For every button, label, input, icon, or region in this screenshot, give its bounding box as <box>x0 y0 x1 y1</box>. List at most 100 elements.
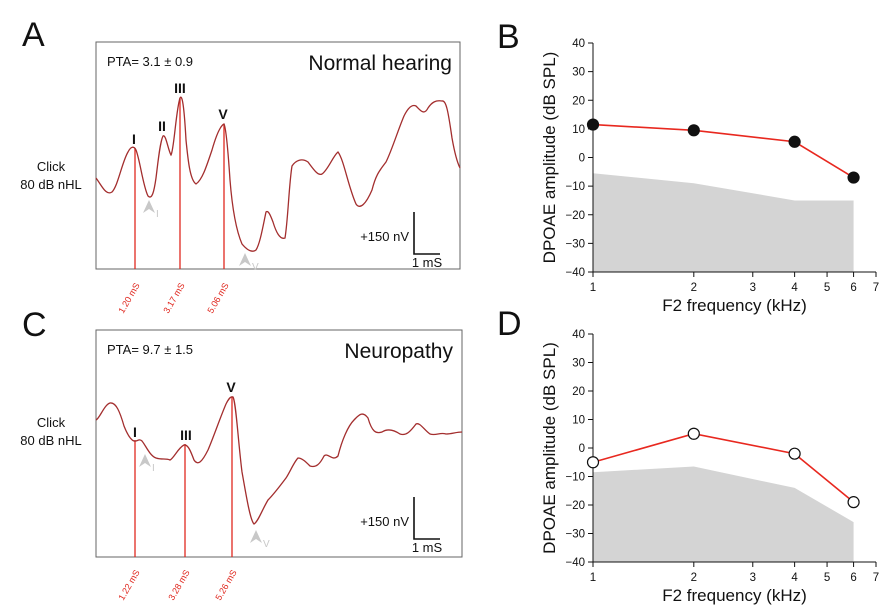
arrow-sub-c-v: V <box>263 539 270 550</box>
x-axis-label-b: F2 frequency (kHz) <box>662 296 807 315</box>
x-tick-label-b-6: 7 <box>873 282 879 294</box>
x-tick-label-d-3: 4 <box>791 572 798 584</box>
y-tick-label-d-6: 20 <box>572 386 585 398</box>
scale-time-a: 1 mS <box>412 255 443 270</box>
x-tick-label-d-6: 7 <box>873 572 879 584</box>
stim-c-line2: 80 dB nHL <box>20 433 81 448</box>
latency-label-c-0: 1.22 mS <box>116 568 141 602</box>
pta-a: PTA= 3.1 ± 0.9 <box>107 54 193 69</box>
panel-a: A PTA= 3.1 ± 0.9 Normal hearing Click 80… <box>20 16 461 315</box>
scale-time-c: 1 mS <box>412 540 443 555</box>
arrowhead-a-v-icon <box>239 253 251 266</box>
arrowhead-c-v-icon <box>250 530 262 543</box>
y-tick-label-d-1: −30 <box>565 529 585 541</box>
y-tick-label-b-3: −10 <box>565 181 585 193</box>
latency-label-a-0: 1.20 mS <box>116 281 141 315</box>
latency-label-a-2: 5.06 mS <box>205 281 230 315</box>
arrow-sub-a-v: V <box>252 262 259 273</box>
abr-trace-a <box>95 96 461 252</box>
noise-floor-d <box>593 466 854 562</box>
x-tick-label-b-3: 4 <box>791 282 798 294</box>
x-tick-label-d-4: 5 <box>824 572 830 584</box>
peak-label-a-2: III <box>174 80 186 96</box>
arrowhead-a-i-icon <box>143 200 155 213</box>
x-tick-label-b-1: 2 <box>691 282 697 294</box>
panel-c: C PTA= 9.7 ± 1.5 Neuropathy Click 80 dB … <box>20 306 463 602</box>
x-tick-label-d-2: 3 <box>750 572 756 584</box>
data-point-d-3 <box>847 496 860 509</box>
arrowhead-c-i: I <box>139 454 155 474</box>
panel-d: D −40 −30 −20 −10 0 10 20 30 40 1 2 3 4 5 6 7 F2 frequen… <box>497 305 879 605</box>
arrow-sub-c-i: I <box>152 463 155 474</box>
y-tick-label-b-8: 40 <box>572 38 585 50</box>
y-tick-label-d-0: −40 <box>565 557 585 569</box>
latency-label-c-1: 3.28 mS <box>166 568 191 602</box>
x-tick-label-b-4: 5 <box>824 282 830 294</box>
y-tick-label-d-8: 40 <box>572 329 585 341</box>
y-axis-label-d: DPOAE amplitude (dB SPL) <box>540 342 559 554</box>
y-tick-label-b-4: 0 <box>579 153 585 165</box>
x-tick-label-d-1: 2 <box>691 572 697 584</box>
chart-d: −40 −30 −20 −10 0 10 20 30 40 1 2 3 4 5 6 7 F2 frequency… <box>540 329 879 605</box>
peak-label-a-0: I <box>132 131 136 147</box>
panel-b: B −40 −30 −20 −10 0 10 20 30 40 1 2 3 4 5 6 7 F2 frequen… <box>497 18 879 315</box>
data-point-b-3 <box>847 171 860 184</box>
x-tick-label-d-0: 1 <box>590 572 596 584</box>
chart-b: −40 −30 −20 −10 0 10 20 30 40 1 2 3 4 5 6 7 F2 frequency… <box>540 38 879 315</box>
y-tick-label-d-2: −20 <box>565 500 585 512</box>
data-point-d-2 <box>788 447 801 460</box>
peak-label-c-1: III <box>180 427 192 443</box>
abr-frame-a <box>95 41 461 270</box>
panel-letter-b: B <box>497 18 520 56</box>
pta-c: PTA= 9.7 ± 1.5 <box>107 342 193 357</box>
panel-letter-a: A <box>22 16 45 54</box>
panel-letter-d: D <box>497 305 522 343</box>
title-c: Neuropathy <box>344 340 453 363</box>
peak-label-c-0: I <box>133 424 137 440</box>
y-tick-label-d-4: 0 <box>579 443 585 455</box>
y-tick-label-b-0: −40 <box>565 267 585 279</box>
data-point-b-0 <box>586 118 600 131</box>
arrowhead-a-v: V <box>239 253 259 273</box>
y-tick-label-b-1: −30 <box>565 238 585 250</box>
arrowhead-c-v: V <box>250 530 270 550</box>
scale-bar-c <box>413 497 440 540</box>
x-tick-label-b-0: 1 <box>590 282 596 294</box>
data-point-d-1 <box>687 427 700 440</box>
x-axis-label-d: F2 frequency (kHz) <box>662 586 807 605</box>
y-tick-label-b-7: 30 <box>572 67 585 79</box>
data-point-b-2 <box>788 135 801 148</box>
y-tick-label-d-3: −10 <box>565 472 585 484</box>
abr-trace-c <box>95 396 463 525</box>
peak-label-a-3: V <box>218 106 228 122</box>
title-a: Normal hearing <box>308 52 452 75</box>
arrow-sub-a-i: I <box>156 209 159 220</box>
scale-amp-a: +150 nV <box>360 229 409 244</box>
stim-a-line2: 80 dB nHL <box>20 177 81 192</box>
peak-label-c-2: V <box>226 379 236 395</box>
arrowhead-c-i-icon <box>139 454 151 467</box>
y-tick-label-d-5: 10 <box>572 415 585 427</box>
data-point-d-0 <box>586 456 600 469</box>
data-point-b-1 <box>687 124 700 137</box>
y-tick-label-d-7: 30 <box>572 358 585 370</box>
arrowhead-a-i: I <box>143 200 159 220</box>
noise-floor-b <box>593 173 854 272</box>
y-tick-label-b-2: −20 <box>565 210 585 222</box>
series-line-d-0 <box>592 432 855 503</box>
x-tick-label-b-2: 3 <box>750 282 756 294</box>
series-line-b-0 <box>592 123 854 179</box>
panel-letter-c: C <box>22 306 47 344</box>
x-tick-label-d-5: 6 <box>850 572 856 584</box>
x-tick-label-b-5: 6 <box>850 282 856 294</box>
peak-label-a-1: II <box>158 118 166 134</box>
stim-c-line1: Click <box>37 415 66 430</box>
y-tick-label-b-5: 10 <box>572 124 585 136</box>
scale-amp-c: +150 nV <box>360 514 409 529</box>
stim-a-line1: Click <box>37 159 66 174</box>
scale-bar-a <box>413 212 440 255</box>
latency-label-c-2: 5.26 mS <box>213 568 238 602</box>
y-tick-label-b-6: 20 <box>572 95 585 107</box>
abr-frame-c <box>95 329 463 558</box>
